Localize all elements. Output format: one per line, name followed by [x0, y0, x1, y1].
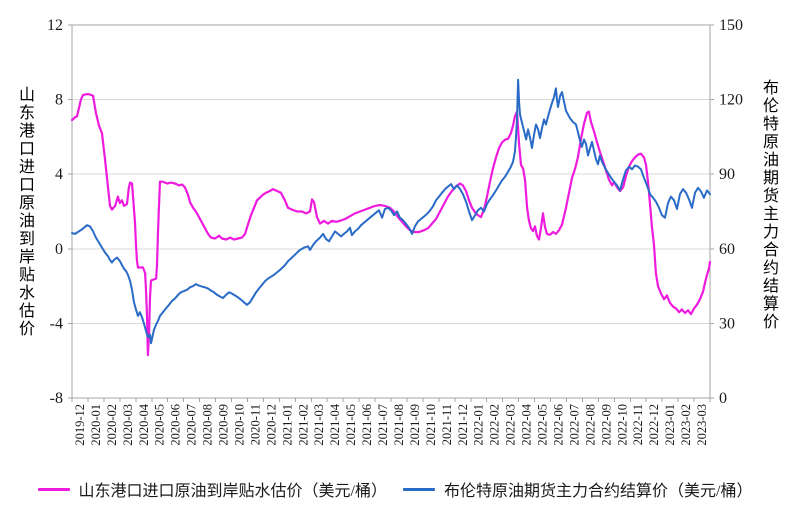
legend-item-brent: 布伦特原油期货主力合约结算价（美元/桶）	[403, 477, 752, 501]
svg-text:2020-08: 2020-08	[201, 404, 215, 446]
svg-text:2022-10: 2022-10	[615, 404, 629, 446]
svg-text:2021-08: 2021-08	[392, 404, 406, 446]
series-line-brent	[71, 78, 711, 345]
series-line-premium	[70, 92, 712, 357]
svg-text:2020-12: 2020-12	[264, 404, 278, 446]
svg-text:2020-11: 2020-11	[248, 404, 262, 445]
svg-text:8: 8	[55, 92, 63, 109]
svg-text:2022-03: 2022-03	[504, 404, 518, 446]
svg-text:-8: -8	[50, 390, 63, 407]
svg-text:2022-12: 2022-12	[647, 404, 661, 446]
svg-text:-4: -4	[50, 315, 63, 332]
right-axis-title: 布伦特原油期货主力合约结算价	[760, 79, 777, 331]
svg-text:120: 120	[719, 92, 743, 109]
svg-text:2022-04: 2022-04	[520, 403, 534, 445]
svg-text:2022-08: 2022-08	[583, 404, 597, 446]
svg-text:2020-09: 2020-09	[217, 404, 231, 446]
svg-text:2021-02: 2021-02	[296, 404, 310, 446]
svg-text:2020-10: 2020-10	[232, 404, 246, 446]
gridlines	[72, 99, 710, 324]
svg-text:2022-09: 2022-09	[599, 404, 613, 446]
svg-text:2022-11: 2022-11	[631, 404, 645, 445]
svg-text:2022-05: 2022-05	[536, 404, 550, 446]
svg-text:2022-01: 2022-01	[472, 404, 486, 446]
svg-text:2021-04: 2021-04	[328, 403, 342, 445]
x-axis-tick-labels: 2019-12 2020-01 2020-02 2020-03 2020-04 2020-…	[73, 403, 709, 445]
svg-text:2022-02: 2022-02	[488, 404, 502, 446]
legend-label-brent: 布伦特原油期货主力合约结算价（美元/桶）	[444, 483, 753, 500]
legend-label-premium: 山东港口进口原油到岸贴水估价（美元/桶）	[78, 483, 387, 500]
legend-line-brent-icon	[403, 487, 435, 491]
svg-text:2022-06: 2022-06	[551, 404, 565, 446]
svg-text:2020-07: 2020-07	[185, 404, 199, 446]
svg-text:2020-03: 2020-03	[121, 404, 135, 446]
legend: 山东港口进口原油到岸贴水估价（美元/桶） 布伦特原油期货主力合约结算价（美元/桶…	[0, 477, 790, 501]
svg-text:2021-01: 2021-01	[280, 404, 294, 446]
svg-text:2020-02: 2020-02	[105, 404, 119, 446]
svg-text:2021-11: 2021-11	[440, 404, 454, 445]
svg-text:2020-06: 2020-06	[169, 404, 183, 446]
svg-text:60: 60	[719, 241, 735, 258]
left-axis-title: 山东港口进口原油到岸贴水估价	[16, 86, 33, 338]
svg-text:2020-04: 2020-04	[137, 403, 151, 445]
svg-text:2021-05: 2021-05	[344, 404, 358, 446]
svg-text:2021-06: 2021-06	[360, 404, 374, 446]
svg-text:30: 30	[719, 315, 735, 332]
svg-text:2020-01: 2020-01	[89, 404, 103, 446]
legend-item-premium: 山东港口进口原油到岸贴水估价（美元/桶）	[37, 477, 387, 501]
svg-text:90: 90	[719, 166, 735, 183]
tick-marks	[68, 24, 714, 402]
svg-text:2020-05: 2020-05	[153, 404, 167, 446]
svg-text:150: 150	[719, 17, 743, 34]
svg-text:2021-07: 2021-07	[376, 404, 390, 446]
svg-text:2019-12: 2019-12	[73, 404, 87, 446]
svg-text:0: 0	[55, 241, 63, 258]
svg-text:2021-03: 2021-03	[312, 404, 326, 446]
svg-text:2021-12: 2021-12	[456, 404, 470, 446]
svg-text:12: 12	[47, 17, 63, 34]
right-axis-tick-labels: 150 120 90 60 30 0	[719, 17, 743, 407]
svg-text:2021-10: 2021-10	[424, 404, 438, 446]
svg-text:0: 0	[719, 390, 727, 407]
svg-text:2023-02: 2023-02	[679, 404, 693, 446]
svg-text:2023-03: 2023-03	[695, 404, 709, 446]
svg-text:2022-07: 2022-07	[567, 404, 581, 446]
svg-text:2021-09: 2021-09	[408, 404, 422, 446]
legend-line-premium-icon	[37, 487, 70, 491]
svg-text:2023-01: 2023-01	[663, 404, 677, 446]
svg-text:4: 4	[55, 166, 63, 183]
left-axis-tick-labels: 12 8 4 0 -4 -8	[47, 17, 63, 407]
